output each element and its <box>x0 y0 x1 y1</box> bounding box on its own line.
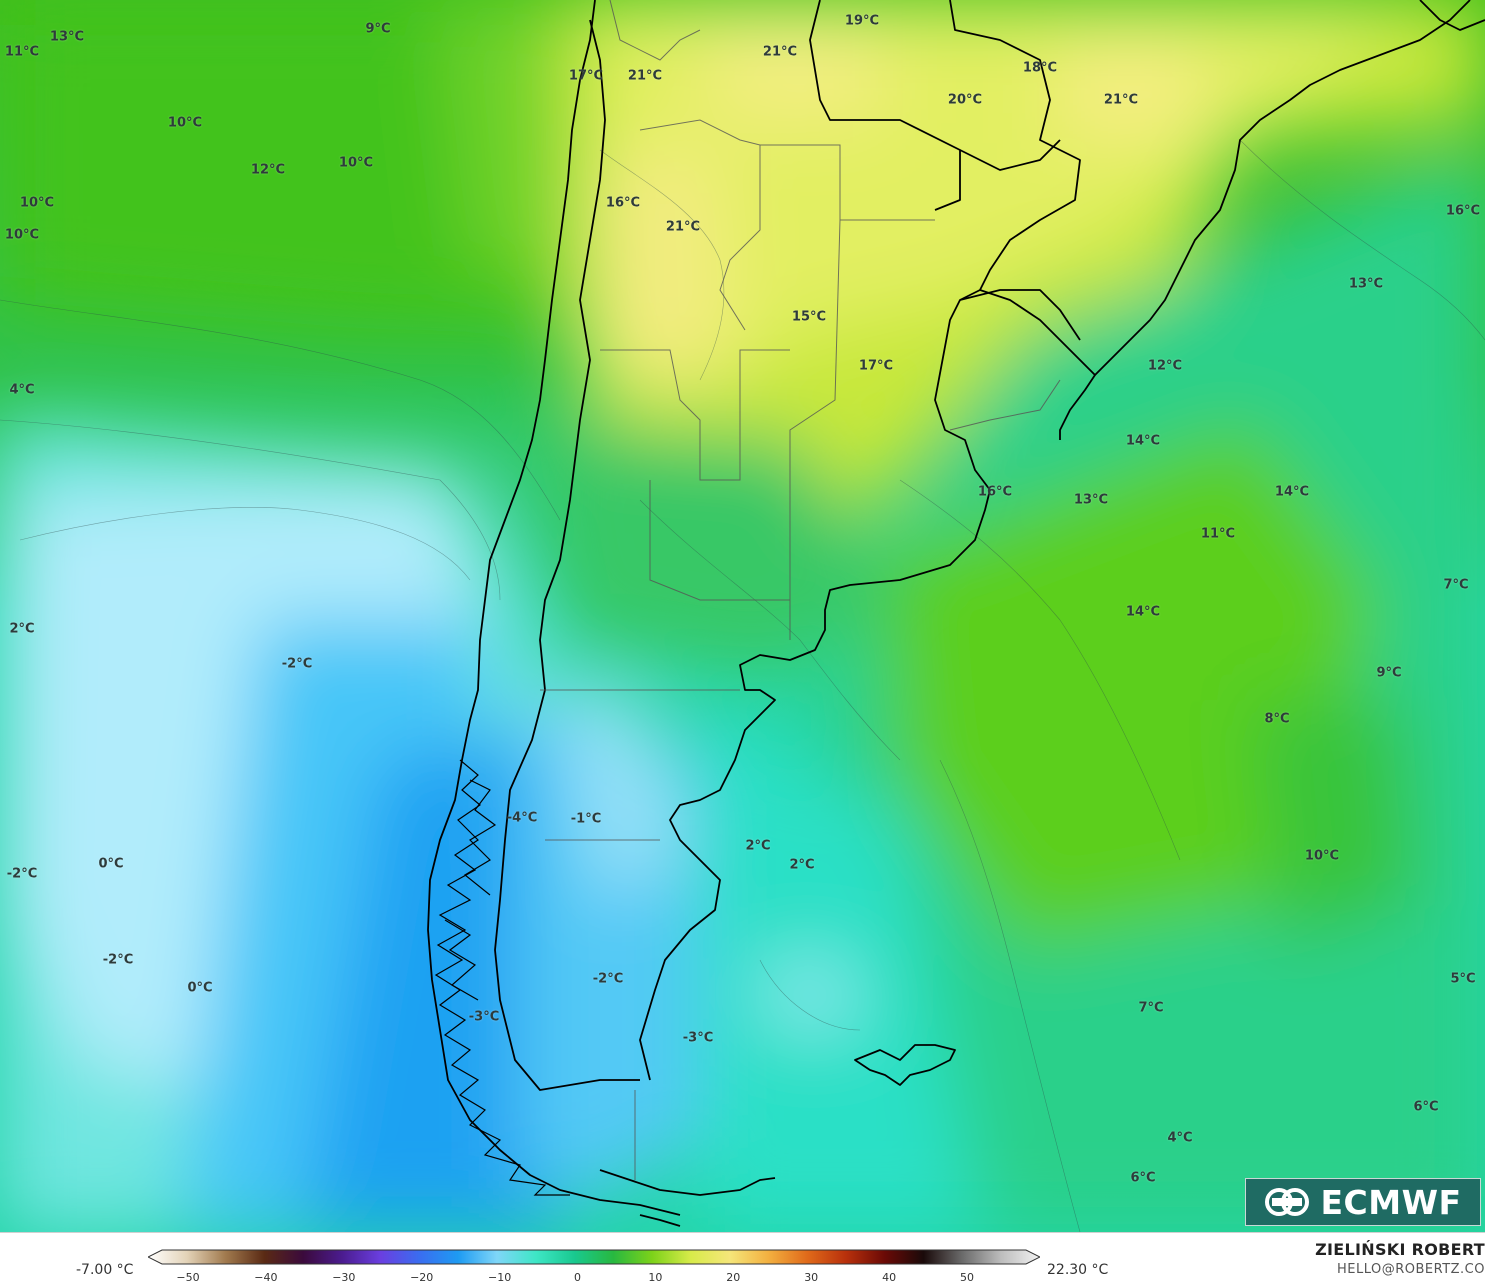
temperature-label: 10°C <box>167 115 203 131</box>
temperature-label: 10°C <box>19 195 55 211</box>
temperature-label: 7°C <box>1443 577 1469 593</box>
author-email: HELLO@ROBERTZ.CO <box>1336 1262 1485 1277</box>
colorbar-tick: 30 <box>804 1271 819 1284</box>
temperature-label: -3°C <box>682 1030 714 1046</box>
temperature-label: -2°C <box>6 866 38 882</box>
temperature-label: 9°C <box>1376 665 1402 681</box>
ecmwf-logo-icon <box>1265 1188 1310 1216</box>
temperature-label: -3°C <box>468 1009 500 1025</box>
temperature-label: 0°C <box>187 980 213 996</box>
author-name: ZIELIŃSKI ROBERT <box>1315 1240 1485 1259</box>
temperature-field <box>0 0 1485 1232</box>
temperature-label: 8°C <box>1264 711 1290 727</box>
colorbar-tick: −50 <box>176 1271 200 1284</box>
contour-lines <box>0 139 1485 1233</box>
colorbar-tick: 0 <box>574 1271 581 1284</box>
temperature-label: 14°C <box>1125 604 1161 620</box>
temperature-label: -1°C <box>570 811 602 827</box>
temperature-label: 7°C <box>1138 1000 1164 1016</box>
chile-fjords <box>434 759 570 1196</box>
colorbar-tick: −30 <box>332 1271 356 1284</box>
temperature-label: 2°C <box>9 621 35 637</box>
temperature-label: 12°C <box>1147 358 1183 374</box>
temperature-label: 17°C <box>568 68 604 84</box>
ecmwf-logo: ECMWF <box>1245 1178 1481 1226</box>
temperature-label: 6°C <box>1130 1170 1156 1186</box>
temperature-label: 10°C <box>4 227 40 243</box>
provincial-borders <box>540 0 1061 1180</box>
temperature-label: 14°C <box>1125 433 1161 449</box>
temperature-label: 21°C <box>1103 92 1139 108</box>
temperature-label: 12°C <box>250 162 286 178</box>
colorbar-tick: 10 <box>648 1271 663 1284</box>
colorbar-tick: −20 <box>410 1271 434 1284</box>
temperature-label: -4°C <box>506 810 538 826</box>
temperature-label: 20°C <box>947 92 983 108</box>
temperature-label: -2°C <box>281 656 313 672</box>
temperature-label: 9°C <box>365 21 391 37</box>
legend-max-label: 22.30 °C <box>1047 1262 1109 1278</box>
legend-min-label: -7.00 °C <box>76 1262 134 1278</box>
temperature-label: 11°C <box>1200 526 1236 542</box>
temperature-label: 16°C <box>605 195 641 211</box>
temperature-label: 5°C <box>1450 971 1476 987</box>
temperature-label: 0°C <box>98 856 124 872</box>
temperature-label: 13°C <box>1348 276 1384 292</box>
temperature-label: 13°C <box>49 29 85 45</box>
temperature-label: 17°C <box>858 358 894 374</box>
temperature-label: -2°C <box>102 952 134 968</box>
temperature-label: 15°C <box>791 309 827 325</box>
map-canvas <box>0 0 1485 1233</box>
author-credit: ZIELIŃSKI ROBERT HELLO@ROBERTZ.CO <box>1315 1240 1485 1277</box>
temperature-label: 11°C <box>4 44 40 60</box>
coastline <box>427 0 1485 1227</box>
colorbar-tick: −40 <box>254 1271 278 1284</box>
temperature-label: 21°C <box>665 219 701 235</box>
colorbar-tick: 20 <box>726 1271 741 1284</box>
temperature-label: 19°C <box>844 13 880 29</box>
colorbar-tick: 50 <box>960 1271 974 1284</box>
temperature-label: 21°C <box>627 68 663 84</box>
temperature-label: 2°C <box>745 838 771 854</box>
temperature-label: 13°C <box>1073 492 1109 508</box>
temperature-colorbar <box>148 1249 1040 1265</box>
temperature-label: 10°C <box>1304 848 1340 864</box>
temperature-label: -2°C <box>592 971 624 987</box>
temperature-label: 16°C <box>977 484 1013 500</box>
temperature-label: 18°C <box>1022 60 1058 76</box>
colorbar-tick: 40 <box>882 1271 897 1284</box>
temperature-label: 4°C <box>9 382 35 398</box>
temperature-label: 14°C <box>1274 484 1310 500</box>
colorbar-tick: −10 <box>487 1271 512 1284</box>
temperature-label: 10°C <box>338 155 374 171</box>
temperature-label: 2°C <box>789 857 815 873</box>
temperature-label: 6°C <box>1413 1099 1439 1115</box>
temperature-label: 16°C <box>1445 203 1481 219</box>
temperature-map: 13°C 11°C 9°C 10°C 12°C 10°C 10°C 10°C 4°C 2°C -2°… <box>0 0 1485 1233</box>
temperature-label: 21°C <box>762 44 798 60</box>
ecmwf-logo-text: ECMWF <box>1320 1182 1462 1222</box>
temperature-label: 4°C <box>1167 1130 1193 1146</box>
